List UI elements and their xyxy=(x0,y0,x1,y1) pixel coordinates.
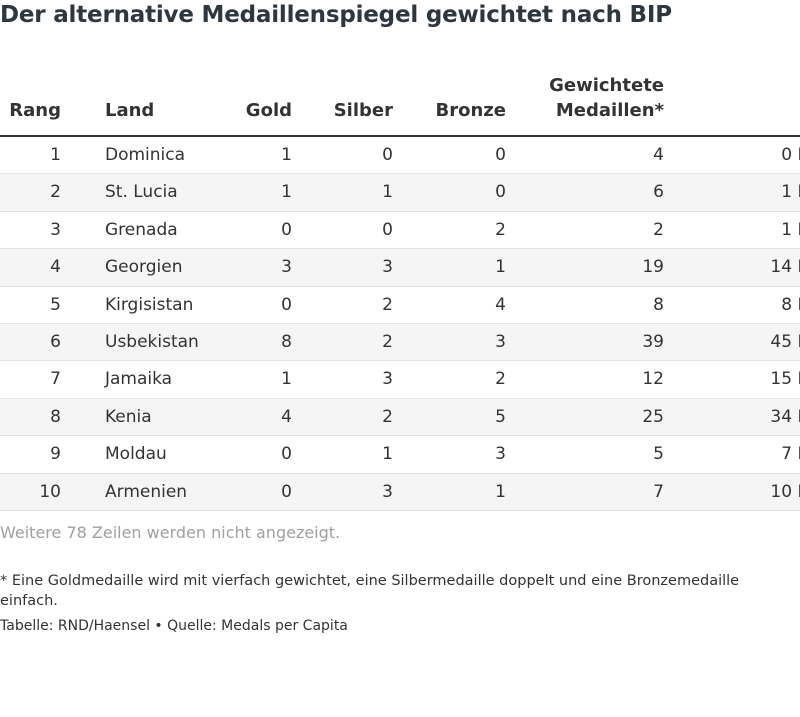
table-cell: 4 xyxy=(50,257,61,278)
table-cell: St. Lucia xyxy=(105,182,178,203)
table-cell: Usbekistan xyxy=(105,332,199,352)
table-cell: 2 xyxy=(495,369,506,390)
table-cell: 14 Mrd. xyxy=(770,257,800,278)
table-cell: 3 xyxy=(281,257,292,278)
column-header: Gold xyxy=(245,100,292,121)
table-cell: 4 xyxy=(495,294,506,315)
table-cell: 0 Mrd. xyxy=(781,145,800,165)
table-cell: 0 xyxy=(382,145,393,165)
table-cell: 3 xyxy=(495,444,506,465)
column-header: Gewichtete Medaillen* xyxy=(549,75,664,121)
table-cell: 1 xyxy=(382,182,393,203)
table-row xyxy=(0,473,800,511)
table-cell: 3 xyxy=(382,369,393,390)
table-cell: 8 Mrd. xyxy=(781,294,800,315)
table-cell: 8 xyxy=(653,294,664,315)
table-cell: 0 xyxy=(382,219,393,240)
column-header: Bronze xyxy=(435,100,506,121)
table-cell: 1 xyxy=(281,145,292,165)
table-row xyxy=(0,287,800,324)
table-cell: Kirgisistan xyxy=(105,294,194,315)
table-cell: Jamaika xyxy=(105,369,173,390)
table-cell: 5 xyxy=(653,444,664,465)
table-cell: 5 xyxy=(50,294,61,315)
table-cell: 0 xyxy=(281,294,292,315)
table-cell: 2 xyxy=(382,332,393,352)
table-cell: 39 xyxy=(642,332,664,352)
table-cell: 1 xyxy=(495,257,506,278)
table-cell: 3 xyxy=(382,257,393,278)
table-cell: 0 xyxy=(281,444,292,465)
table-cell: 6 xyxy=(653,182,664,203)
table-cell: 2 xyxy=(653,219,664,240)
table-cell: 1 xyxy=(281,369,292,390)
table-cell: 7 xyxy=(50,369,61,390)
table-row xyxy=(0,324,800,362)
table-cell: 7 xyxy=(653,481,664,502)
table-cell: 0 xyxy=(281,219,292,240)
table-cell: Georgien xyxy=(105,257,183,278)
footnote: * Eine Goldmedaille wird mit vierfach ge… xyxy=(0,573,740,609)
table-row xyxy=(0,361,800,399)
table-cell: Grenada xyxy=(105,219,178,240)
table-cell: 2 xyxy=(495,219,506,240)
table-cell: 3 xyxy=(495,332,506,352)
table-cell: 0 xyxy=(495,182,506,203)
table-cell: 4 xyxy=(281,406,292,427)
table-cell: 15 Mrd. xyxy=(770,369,800,390)
table-cell: 1 xyxy=(382,444,393,465)
title: Der alternative Medaillenspiegel gewicht… xyxy=(0,2,672,28)
table-cell: 6 xyxy=(50,332,61,352)
table-cell: 1 Mrd. xyxy=(781,182,800,203)
table-cell: 2 xyxy=(382,406,393,427)
table-row xyxy=(0,436,800,474)
table-cell: 9 xyxy=(50,444,61,465)
note: Weitere 78 Zeilen werden nicht angezeigt… xyxy=(0,523,341,542)
table-cell: 1 xyxy=(50,145,61,165)
table-cell: 5 xyxy=(495,406,506,427)
column-header: Silber xyxy=(333,100,393,121)
table-cell: Moldau xyxy=(105,444,167,465)
table-cell: Dominica xyxy=(105,145,186,165)
table-cell: 45 Mrd. xyxy=(770,332,800,352)
column-header: Rang xyxy=(9,100,61,121)
table-cell: 2 xyxy=(382,294,393,315)
table-cell: 12 xyxy=(642,369,664,390)
table-cell: Kenia xyxy=(105,406,152,427)
header-rule xyxy=(0,135,800,137)
column-header: Land xyxy=(105,100,155,121)
table-cell: 19 xyxy=(642,257,664,278)
table-row xyxy=(0,398,800,437)
table-cell: 10 xyxy=(39,481,61,502)
table-cell: 4 xyxy=(653,145,664,165)
table-cell: 3 xyxy=(382,481,393,502)
table-row xyxy=(0,174,800,212)
column-header: BIP xyxy=(635,98,800,123)
table-cell: 2 xyxy=(50,182,61,203)
source: Tabelle: RND/Haensel • Quelle: Medals pe… xyxy=(0,618,348,634)
table-cell: 1 xyxy=(281,182,292,203)
table-cell: 25 xyxy=(642,406,664,427)
table-cell: 34 Mrd. xyxy=(770,406,800,427)
table-cell: 7 Mrd. xyxy=(781,444,800,465)
table-cell: 1 xyxy=(495,481,506,502)
table-cell: 10 Mrd. xyxy=(770,481,800,502)
table-cell: 1 Mrd. xyxy=(781,219,800,240)
table-row xyxy=(0,212,800,250)
table-row xyxy=(0,249,800,287)
table-row xyxy=(0,137,800,175)
table-cell: 8 xyxy=(50,406,61,427)
table-cell: 3 xyxy=(50,219,61,240)
table-cell: Armenien xyxy=(105,481,188,502)
table-cell: 0 xyxy=(495,145,506,165)
table-cell: 0 xyxy=(281,481,292,502)
table-cell: 8 xyxy=(281,332,292,352)
